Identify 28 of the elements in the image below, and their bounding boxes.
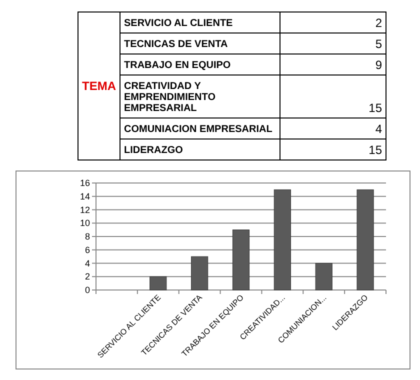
category-label: COMUNIACION EMPRESARIAL (124, 124, 272, 135)
bar (315, 263, 332, 290)
category-label: CREATIVIDAD Y EMPRENDIMIENTO EMPRESARIAL (124, 81, 216, 114)
y-tick-label: 8 (84, 232, 90, 242)
category-label: SERVICIO AL CLIENTE (124, 18, 234, 29)
bar (191, 256, 208, 290)
data-label: 9 (375, 58, 382, 72)
y-tick-label: 2 (84, 272, 90, 282)
y-tick-label: 0 (84, 285, 90, 295)
text: TEMA (82, 79, 116, 93)
y-tick-label: 10 (80, 218, 90, 228)
data-label: 4 (375, 122, 382, 136)
y-tick-label: 14 (80, 191, 90, 202)
category-label: TECNICAS DE VENTA (124, 39, 228, 50)
data-label: 15 (368, 101, 382, 115)
y-tick-label: 16 (80, 178, 90, 188)
bar (356, 189, 374, 290)
y-tick-label: 4 (84, 258, 90, 268)
y-tick-label: 12 (80, 204, 90, 215)
bar (232, 230, 250, 290)
bar (274, 189, 291, 290)
y-tick-label: 6 (84, 244, 90, 255)
data-label: 5 (375, 37, 382, 51)
bar (150, 276, 167, 290)
category-label: LIDERAZGO (124, 145, 184, 156)
category-label: TRABAJO EN EQUIPO (124, 60, 231, 71)
data-label: 2 (375, 16, 382, 30)
data-label: 15 (368, 143, 382, 157)
